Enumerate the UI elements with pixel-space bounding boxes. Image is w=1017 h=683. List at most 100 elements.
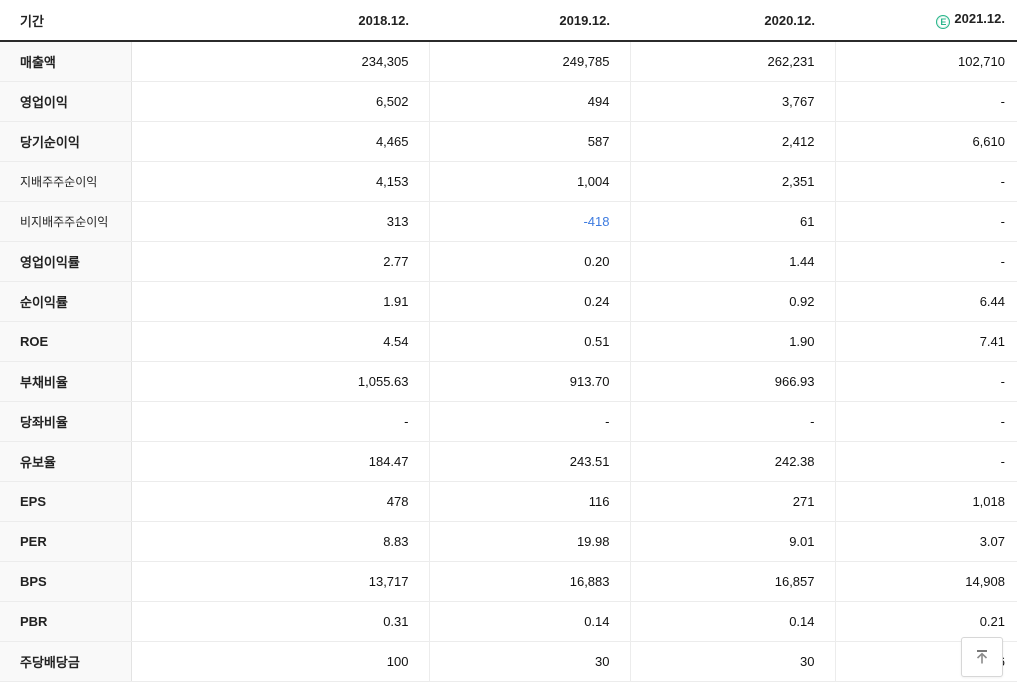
value-cell: 4,465 (130, 121, 429, 162)
value-cell: -418 (428, 201, 630, 242)
value-cell: 234,305 (130, 41, 429, 82)
value-cell: 0.21 (834, 601, 1017, 642)
value-cell: 249,785 (428, 41, 630, 82)
year-column-header-2019: 2019.12. (429, 0, 630, 42)
value-cell: 913.70 (428, 360, 630, 402)
value-cell: 6,610 (834, 121, 1017, 162)
value-cell: 19.98 (428, 521, 630, 562)
row-label: 당기순이익 (0, 121, 132, 162)
value-cell: 9.01 (629, 521, 835, 562)
value-cell: 116 (428, 480, 630, 522)
value-cell: 4,153 (130, 161, 429, 202)
value-cell: 0.31 (130, 601, 429, 642)
value-cell: - (834, 360, 1017, 402)
table-row: BPS 13,717 16,883 16,857 14,908 (0, 561, 1017, 602)
arrow-up-to-bar-icon (976, 650, 988, 664)
table-row: PER 8.83 19.98 9.01 3.07 (0, 521, 1017, 562)
value-cell: - (834, 81, 1017, 122)
value-cell: 0.51 (428, 321, 630, 362)
value-cell: 587 (428, 121, 630, 162)
table-header: 기간 2018.12. 2019.12. 2020.12. E 2021.12. (0, 0, 1017, 42)
row-label: 영업이익률 (0, 240, 132, 282)
table-row: EPS 478 116 271 1,018 (0, 480, 1017, 522)
table-body: 매출액 234,305 249,785 262,231 102,710 영업이익 6,502… (0, 41, 1017, 682)
value-cell: 2,412 (629, 121, 835, 162)
row-label: 비지배주주순이익 (0, 201, 132, 242)
value-cell: 1,004 (428, 161, 630, 202)
value-cell: - (834, 401, 1017, 442)
value-cell: 1,055.63 (130, 360, 429, 402)
value-cell: 1.44 (629, 240, 835, 282)
row-label: 순이익률 (0, 281, 132, 322)
value-cell: 1,018 (834, 480, 1017, 522)
value-cell: 13,717 (130, 561, 429, 602)
value-cell: - (834, 201, 1017, 242)
value-cell: 1.90 (629, 321, 835, 362)
value-cell: 271 (629, 480, 835, 522)
value-cell: 8.83 (130, 521, 429, 562)
value-cell: 0.24 (428, 281, 630, 322)
table-row: 유보율 184.47 243.51 242.38- (0, 441, 1017, 482)
value-cell: - (834, 240, 1017, 282)
row-label: 영업이익 (0, 81, 132, 122)
year-column-header-2020: 2020.12. (630, 0, 835, 42)
header-row: 기간 2018.12. 2019.12. 2020.12. E 2021.12. (0, 0, 1017, 42)
value-cell: 478 (130, 480, 429, 522)
year-label: 2021.12. (954, 11, 1005, 26)
value-cell: 2,351 (629, 161, 835, 202)
row-label: 매출액 (0, 41, 132, 82)
table-row: 매출액 234,305 249,785 262,231 102,710 (0, 41, 1017, 82)
value-cell: 6.44 (834, 281, 1017, 322)
value-cell: 966.93 (629, 360, 835, 402)
row-label: 부채비율 (0, 360, 132, 402)
table-row: 비지배주주순이익 313 -418 61- (0, 201, 1017, 242)
table-row: 순이익률 1.91 0.24 0.92 6.44 (0, 281, 1017, 322)
value-cell: 16,857 (629, 561, 835, 602)
value-cell: 0.20 (428, 240, 630, 282)
value-cell: 6,502 (130, 81, 429, 122)
row-label: BPS (0, 561, 132, 602)
table-row: 영업이익 6,502 494 3,767- (0, 81, 1017, 122)
value-cell: 184.47 (130, 441, 429, 482)
estimate-icon: E (936, 15, 951, 29)
table-row: 당기순이익 4,465 587 2,412 6,610 (0, 121, 1017, 162)
value-cell: - (834, 161, 1017, 202)
row-label: 유보율 (0, 441, 132, 482)
value-cell: 0.92 (629, 281, 835, 322)
year-column-header-2021-estimate: E 2021.12. (835, 0, 1017, 42)
value-cell: 100 (130, 640, 429, 682)
value-cell: - (629, 401, 835, 442)
value-cell: 262,231 (629, 41, 835, 82)
scroll-to-top-button[interactable] (961, 637, 1003, 677)
value-cell: 16,883 (428, 561, 630, 602)
row-label: 주당배당금 (0, 640, 132, 682)
value-cell: 61 (629, 201, 835, 242)
table-row: 당좌비율 - - - - (0, 401, 1017, 442)
table-row: 부채비율 1,055.63 913.70 966.93- (0, 360, 1017, 402)
value-cell: 2.77 (130, 240, 429, 282)
value-cell: 1.91 (130, 281, 429, 322)
row-label: 당좌비율 (0, 401, 132, 442)
table-row: 주당배당금10030306 (0, 640, 1017, 682)
value-cell: 7.41 (834, 321, 1017, 362)
value-cell: 0.14 (629, 601, 835, 642)
value-cell: 102,710 (834, 41, 1017, 82)
value-cell: 30 (629, 640, 835, 682)
table-row: ROE 4.54 0.51 1.90 7.41 (0, 321, 1017, 362)
row-label: PBR (0, 601, 132, 642)
value-cell: - (130, 401, 429, 442)
value-cell: 494 (428, 81, 630, 122)
value-cell: - (834, 441, 1017, 482)
value-cell: 4.54 (130, 321, 429, 362)
row-label: PER (0, 521, 132, 562)
value-cell: 3.07 (834, 521, 1017, 562)
value-cell: 14,908 (834, 561, 1017, 602)
row-label: EPS (0, 480, 132, 522)
value-cell: 30 (428, 640, 630, 682)
row-label: ROE (0, 321, 132, 362)
value-cell: 313 (130, 201, 429, 242)
value-cell: 243.51 (428, 441, 630, 482)
year-column-header-2018: 2018.12. (131, 0, 429, 42)
